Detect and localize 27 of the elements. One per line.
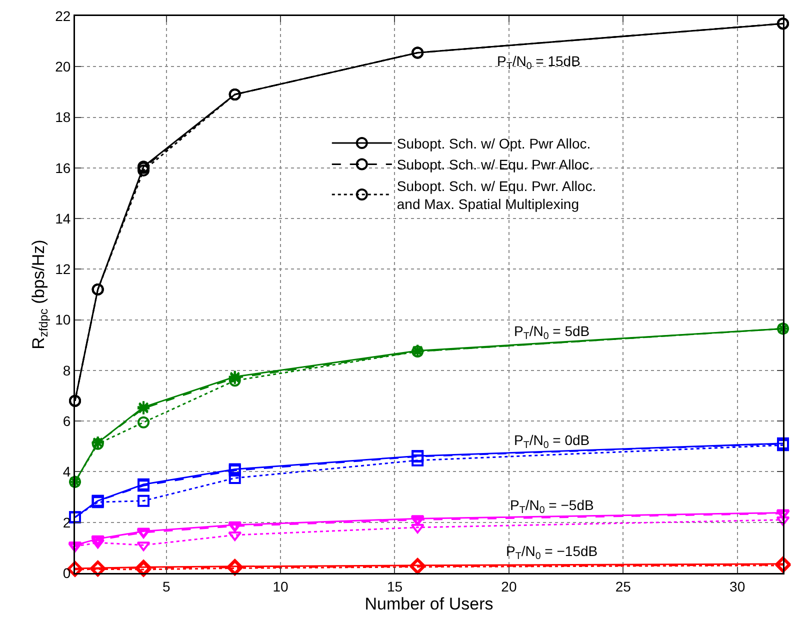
y-tick-label: 12 bbox=[55, 261, 71, 278]
y-tick-label: 20 bbox=[55, 58, 71, 75]
x-tick-label: 15 bbox=[386, 578, 403, 594]
x-tick-label: 25 bbox=[615, 578, 632, 594]
x-tick-label: 10 bbox=[272, 578, 289, 594]
y-tick-label: 4 bbox=[62, 464, 71, 480]
annotation: P$_{T}$/N$_{0}$ = 5dB bbox=[514, 323, 590, 342]
y-tick-label: 8 bbox=[62, 362, 71, 378]
y-tick-label: 16 bbox=[55, 160, 71, 176]
annotation: P$_{T}$/N$_{0}$ = −5dB bbox=[510, 497, 594, 516]
x-axis-title: Number of Users bbox=[364, 594, 494, 614]
annotation: P$_{T}$/N$_{0}$ = −15dB bbox=[506, 543, 598, 562]
y-tick-label: 10 bbox=[55, 312, 71, 328]
legend-label: Subopt. Sch. w/ Opt. Pwr Alloc. bbox=[396, 135, 591, 152]
x-tick-label: 20 bbox=[501, 578, 517, 594]
y-tick-label: 22 bbox=[55, 8, 71, 24]
x-tick-label: 30 bbox=[730, 578, 746, 594]
annotation: P$_{T}$/N$_{0}$ = 15dB bbox=[497, 53, 580, 72]
y-tick-label: 6 bbox=[62, 412, 71, 429]
y-tick-label: 18 bbox=[55, 109, 71, 126]
annotation: P$_{T}$/N$_{0}$ = 0dB bbox=[514, 432, 590, 451]
y-tick-label: 14 bbox=[55, 210, 71, 226]
legend-label: Subopt. Sch. w/ Equ. Pwr Alloc. bbox=[396, 156, 594, 173]
y-tick-label: 0 bbox=[62, 564, 71, 581]
x-tick-label: 5 bbox=[162, 578, 170, 594]
y-tick-label: 2 bbox=[62, 514, 71, 530]
legend-label: Subopt. Sch. w/ Equ. Pwr. Alloc. and Max. Spatial Multiplexing bbox=[396, 178, 596, 212]
